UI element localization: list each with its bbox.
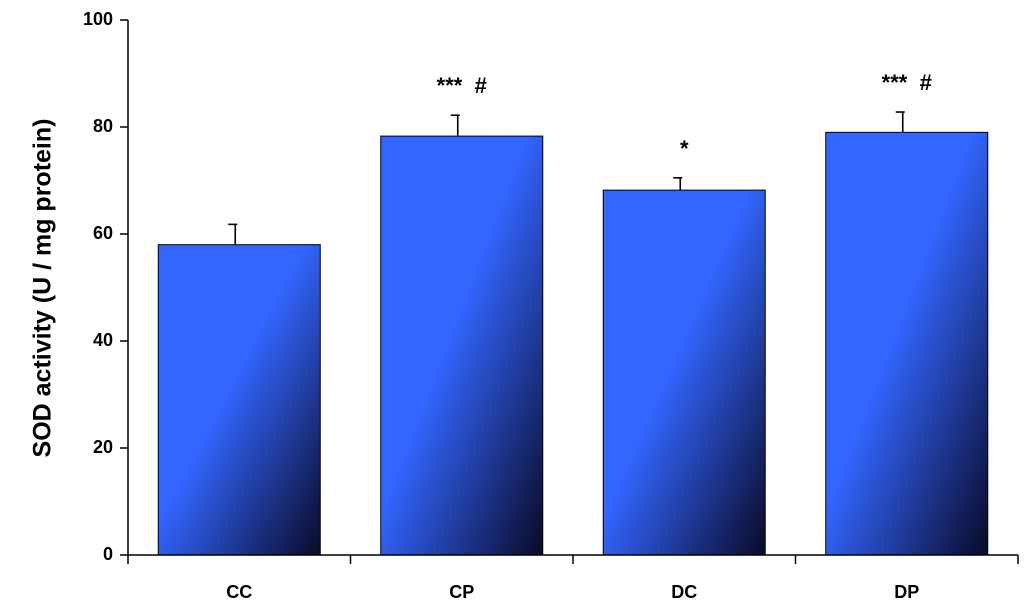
x-tick-label-cc: CC — [226, 582, 252, 602]
x-tick-label-dc: DC — [671, 582, 697, 602]
y-tick-label-60: 60 — [93, 223, 113, 243]
x-tick-label-cp: CP — [449, 582, 474, 602]
y-tick-label-40: 40 — [93, 330, 113, 350]
error-bars-group — [228, 111, 905, 245]
bar-dp — [825, 131, 989, 556]
significance-label-dp: *** # — [882, 70, 932, 95]
annotations-group: *** # * *** # — [437, 70, 932, 161]
bar-cp — [380, 135, 544, 556]
x-tick-labels-group: CC CP DC DP — [226, 582, 919, 602]
significance-label-cp: *** # — [437, 73, 487, 98]
bar-dc — [602, 189, 766, 556]
y-tick-labels-group: 0 20 40 60 80 100 — [83, 9, 113, 564]
y-tick-label-20: 20 — [93, 437, 113, 457]
y-axis-title: SOD activity (U / mg protein) — [29, 119, 57, 458]
significance-label-dc: * — [680, 136, 689, 161]
y-tick-label-100: 100 — [83, 9, 113, 29]
y-tick-label-0: 0 — [103, 544, 113, 564]
y-tick-label-80: 80 — [93, 116, 113, 136]
axes-group — [120, 19, 1019, 564]
bars-group — [157, 131, 989, 556]
bar-cc — [157, 244, 321, 556]
x-tick-label-dp: DP — [894, 582, 919, 602]
